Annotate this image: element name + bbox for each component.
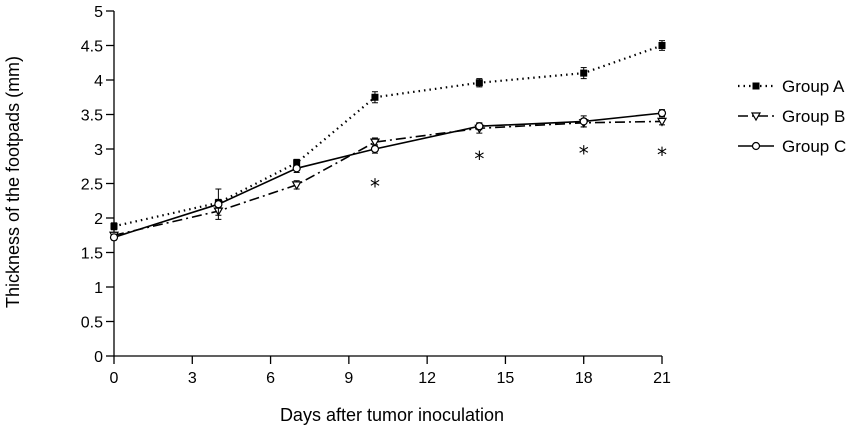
legend-label: Group C — [782, 137, 846, 156]
series-line — [113, 112, 663, 239]
significance-asterisk: * — [579, 141, 589, 165]
data-point — [475, 122, 484, 131]
data-point — [369, 138, 380, 148]
y-tick-label: 2 — [94, 211, 103, 228]
y-tick-label: 5 — [94, 4, 103, 21]
legend-label: Group B — [782, 107, 845, 126]
x-axis-title: Days after tumor inoculation — [280, 405, 504, 425]
y-axis-title: Thickness of the footpads (mm) — [3, 56, 23, 308]
significance-asterisk: * — [370, 175, 380, 199]
y-tick-label: 2.5 — [81, 177, 103, 194]
y-tick-label: 1.5 — [81, 246, 103, 263]
data-point — [291, 181, 302, 191]
data-point — [656, 117, 668, 127]
x-tick-label: 21 — [653, 370, 671, 387]
legend-item: Group A — [738, 77, 845, 96]
data-point — [371, 93, 379, 101]
series-group-a — [110, 40, 666, 231]
series-line — [113, 120, 663, 237]
x-tick-label: 9 — [344, 370, 353, 387]
x-tick-label: 15 — [497, 370, 515, 387]
y-tick-label: 4.5 — [81, 39, 103, 56]
x-tick-label: 18 — [575, 370, 593, 387]
legend-item: Group C — [738, 137, 846, 156]
series-group-b — [108, 117, 668, 241]
data-point — [293, 159, 301, 167]
y-tick-label: 1 — [94, 280, 103, 297]
data-point — [475, 79, 483, 87]
legend-item: Group B — [738, 107, 845, 126]
significance-asterisk: * — [657, 143, 667, 167]
y-tick-label: 0 — [94, 349, 103, 366]
x-tick-label: 3 — [188, 370, 197, 387]
data-point — [370, 144, 380, 154]
data-point — [579, 117, 588, 126]
annotation-layer: * * * * — [370, 141, 667, 198]
legend-marker — [752, 82, 760, 90]
data-point — [292, 164, 301, 173]
y-tick-label: 3 — [94, 142, 103, 159]
data-point — [657, 109, 667, 118]
legend-label: Group A — [782, 77, 845, 96]
y-tick-label: 0.5 — [81, 315, 103, 332]
data-point — [110, 222, 118, 230]
series-line — [113, 44, 663, 228]
y-tick-label: 4 — [94, 73, 103, 90]
y-tick-label: 3.5 — [81, 108, 103, 125]
x-tick-label: 12 — [418, 370, 436, 387]
x-tick-label: 6 — [266, 370, 275, 387]
x-tick-label: 0 — [110, 370, 119, 387]
series-layer — [108, 40, 668, 242]
legend-marker — [750, 112, 762, 122]
data-point — [658, 42, 666, 49]
legend: Group A Group B Group C — [738, 77, 846, 156]
data-point — [109, 233, 119, 242]
series-group-c — [109, 109, 667, 242]
significance-asterisk: * — [474, 147, 484, 171]
axes: 0 0.5 1 1.5 2 2.5 3 3.5 4 4.5 5 0 3 6 9 12 15 18 21 — [81, 4, 671, 387]
data-point — [580, 69, 588, 77]
legend-marker — [751, 141, 761, 151]
data-point — [214, 200, 223, 209]
